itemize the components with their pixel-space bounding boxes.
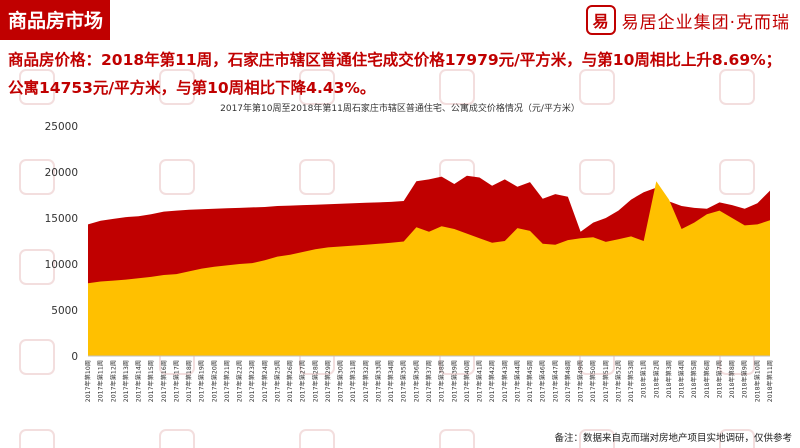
x-tick-label: 2017年第22周: [236, 360, 244, 402]
x-tick-label: 2017年第29周: [324, 360, 332, 402]
y-tick-label: 10000: [45, 259, 78, 271]
price-area-chart: 0 5000 10000 15000 20000 25000 2017年第10周 2017年第…: [45, 121, 774, 402]
x-tick-label: 2017年第33周: [374, 360, 382, 402]
x-tick-label: 2017年第44周: [513, 360, 521, 402]
x-tick-label: 2018年第4周: [678, 360, 686, 398]
section-title-bar: 商品房市场: [0, 0, 110, 40]
x-tick-label: 2017年第10周: [84, 360, 92, 402]
x-tick-label: 2017年第51周: [602, 360, 610, 402]
price-summary-headline: 商品房价格：2018年第11周，石家庄市辖区普通住宅成交价格17979元/平方米…: [8, 51, 782, 97]
x-tick-label: 2017年第34周: [387, 360, 395, 402]
x-tick-label: 2017年第12周: [109, 360, 117, 402]
x-tick-label: 2017年第39周: [450, 360, 458, 402]
x-tick-label: 2017年第48周: [564, 360, 572, 402]
x-tick-label: 2017年第37周: [425, 360, 433, 402]
x-tick-label: 2017年第35周: [400, 360, 408, 402]
x-tick-label: 2018年第1周: [640, 360, 648, 398]
x-tick-label: 2017年第13周: [122, 360, 130, 402]
x-tick-label: 2017年第43周: [501, 360, 509, 402]
x-tick-label: 2017年第24周: [261, 360, 269, 402]
x-tick-label: 2017年第26周: [286, 360, 294, 402]
section-title: 商品房市场: [8, 10, 104, 32]
x-tick-label: 2017年第30周: [337, 360, 345, 402]
x-tick-label: 2018年第3周: [665, 360, 673, 398]
x-tick-label: 2018年第7周: [715, 360, 723, 398]
x-tick-label: 2017年第53周: [627, 360, 635, 402]
x-tick-label: 2017年第31周: [349, 360, 357, 402]
x-tick-label: 2017年第38周: [438, 360, 446, 402]
x-tick-label: 2017年第28周: [311, 360, 319, 402]
x-tick-label: 2017年第18周: [185, 360, 193, 402]
x-tick-label: 2017年第21周: [223, 360, 231, 402]
x-tick-label: 2017年第14周: [135, 360, 143, 402]
x-tick-label: 2017年第27周: [299, 360, 307, 402]
x-tick-label: 2018年第6周: [703, 360, 711, 398]
x-tick-label: 2018年第8周: [728, 360, 736, 398]
x-tick-label: 2017年第45周: [526, 360, 534, 402]
x-tick-label: 2017年第20周: [210, 360, 218, 402]
y-tick-label: 25000: [45, 121, 78, 133]
x-tick-label: 2017年第41周: [476, 360, 484, 402]
y-tick-label: 5000: [51, 305, 78, 317]
brand-name: 易居企业集团·克而瑞: [621, 12, 790, 33]
x-tick-label: 2018年第2周: [652, 360, 660, 398]
x-tick-label: 2018年第9周: [741, 360, 749, 398]
x-tick-label: 2017年第52周: [614, 360, 622, 402]
x-tick-label: 2018年第11周: [766, 360, 774, 402]
x-tick-label: 2017年第25周: [273, 360, 281, 402]
x-tick-label: 2017年第11周: [97, 360, 105, 402]
y-tick-label: 20000: [45, 167, 78, 179]
footer-note: 备注：数据来自克而瑞对房地产项目实地调研，仅供参考: [554, 433, 792, 444]
x-tick-label: 2017年第32周: [362, 360, 370, 402]
series-area-2: [88, 181, 770, 356]
x-tick-label: 2017年第40周: [463, 360, 471, 402]
x-tick-label: 2017年第36周: [412, 360, 420, 402]
x-tick-label: 2017年第47周: [551, 360, 559, 402]
x-tick-label: 2017年第42周: [488, 360, 496, 402]
brand-logo-icon: 易: [585, 5, 616, 35]
x-tick-label: 2017年第23周: [248, 360, 256, 402]
x-tick-label: 2017年第15周: [147, 360, 155, 402]
x-tick-label: 2017年第19周: [198, 360, 206, 402]
x-tick-label: 2017年第49周: [577, 360, 585, 402]
x-tick-label: 2017年第46周: [539, 360, 547, 402]
x-tick-label: 2017年第16周: [160, 360, 168, 402]
x-tick-label: 2017年第17周: [172, 360, 180, 402]
brand-header: 易 易居企业集团·克而瑞: [585, 4, 790, 36]
x-tick-label: 2018年第5周: [690, 360, 698, 398]
y-tick-label: 15000: [45, 213, 78, 225]
x-tick-label: 2017年第50周: [589, 360, 597, 402]
y-tick-label: 0: [71, 351, 78, 363]
chart-title: 2017年第10周至2018年第11周石家庄市辖区普通住宅、公寓成交价格情况（元…: [220, 104, 580, 114]
x-tick-label: 2018年第10周: [753, 360, 761, 402]
